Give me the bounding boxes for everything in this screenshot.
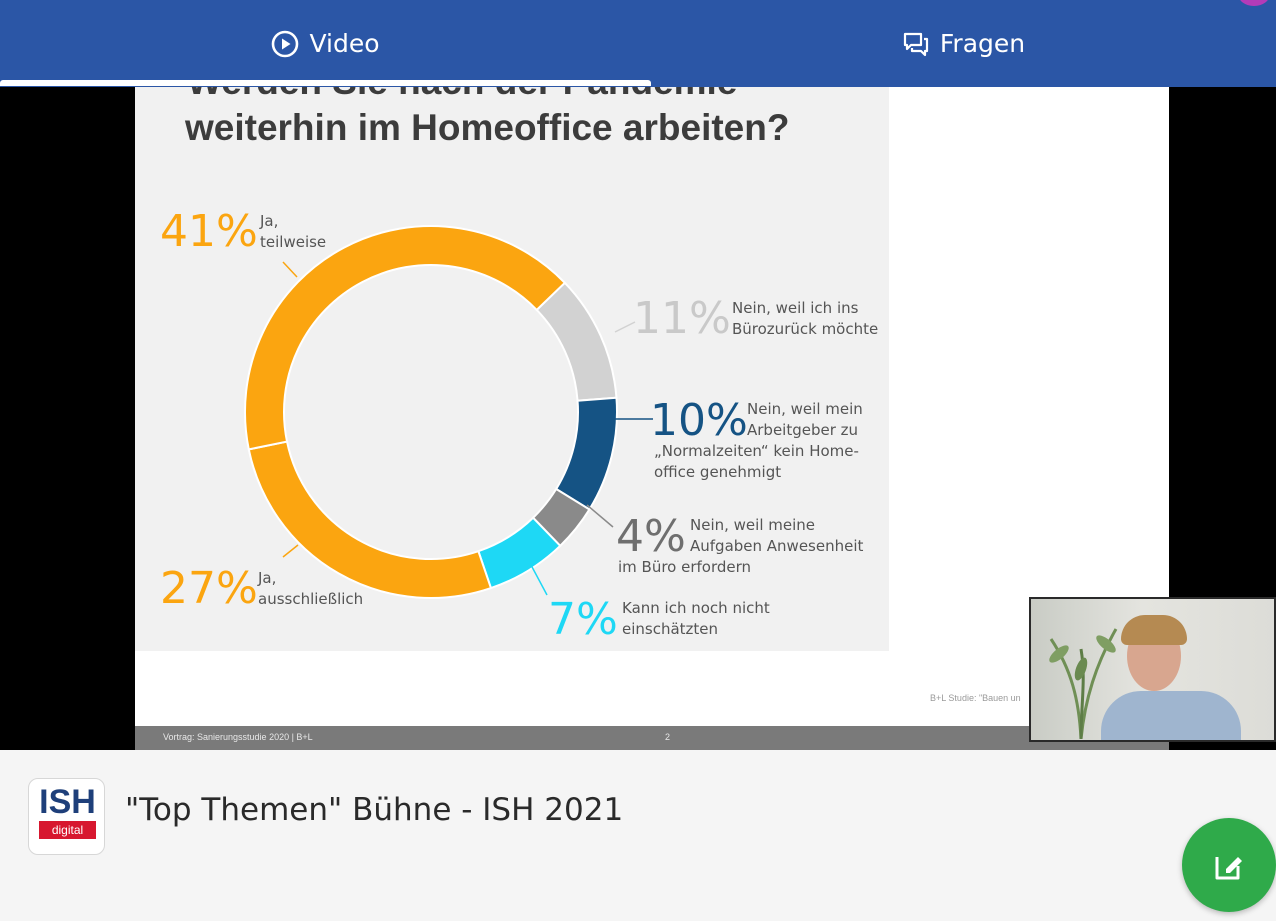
- slice-label-ja-ausschliesslich: Ja, ausschließlich: [258, 569, 364, 608]
- slice-value-buero-zurueck: 11%: [633, 293, 731, 344]
- slice-label-arbeitgeber: Nein, weil mein Arbeitgeber zu „Normalze…: [654, 400, 863, 481]
- donut-slice-0: [244, 225, 567, 451]
- logo-digital-badge: digital: [39, 821, 96, 839]
- slide-title-line-2: weiterhin im Homeoffice arbeiten?: [185, 107, 790, 148]
- slice-value-einschaetzen: 7%: [548, 594, 618, 645]
- slide-source-note: B+L Studie: "Bauen un: [930, 693, 1021, 703]
- slice-label-anwesenheit: Nein, weil meine Aufgaben Anwesenheit im…: [618, 516, 864, 576]
- slice-value-ja-ausschliesslich: 27%: [160, 563, 258, 614]
- leader-line-1: [614, 321, 636, 333]
- slide-content-panel: Werden Sie nach der Pandemie weiterhin i…: [135, 87, 889, 651]
- slice-label-ja-teilweise: Ja, teilweise: [260, 212, 327, 251]
- slice-label-buero-zurueck: Nein, weil ich ins Bürozurück möchte: [732, 299, 879, 338]
- leader-line-3: [586, 504, 614, 528]
- event-title: "Top Themen" Bühne - ISH 2021: [125, 792, 624, 828]
- ish-digital-logo: ISH digital: [28, 778, 105, 855]
- slide-title-line-1: Werden Sie nach der Pandemie: [187, 87, 737, 103]
- slice-value-arbeitgeber: 10%: [650, 395, 748, 446]
- presentation-slide: Werden Sie nach der Pandemie weiterhin i…: [135, 87, 1169, 750]
- chat-bubbles-icon: [903, 32, 928, 56]
- play-circle-icon: [272, 30, 299, 57]
- user-avatar[interactable]: [1238, 0, 1270, 6]
- slice-value-ja-teilweise: 41%: [160, 206, 258, 257]
- slide-page-number: 2: [665, 732, 671, 742]
- event-info-bar: ISH digital "Top Themen" Bühne - ISH 202…: [0, 750, 1276, 921]
- tab-video-label: Video: [309, 29, 380, 58]
- slide-footer: Vortrag: Sanierungsstudie 2020 | B+L 2: [135, 726, 1169, 750]
- slide-footer-text: Vortrag: Sanierungsstudie 2020 | B+L: [163, 732, 313, 742]
- plant-image: [1049, 628, 1118, 739]
- active-tab-indicator: [0, 80, 651, 86]
- donut-slice-1: [535, 281, 618, 402]
- leader-line-5: [282, 544, 299, 558]
- leader-line-4: [530, 564, 548, 596]
- edit-note-button[interactable]: [1182, 818, 1276, 912]
- edit-note-icon: [1215, 857, 1242, 880]
- donut-slice-2: [554, 396, 618, 511]
- slice-value-anwesenheit: 4%: [616, 511, 686, 562]
- slice-label-einschaetzen: Kann ich noch nicht einschätzten: [622, 599, 770, 638]
- speaker-body: [1101, 691, 1241, 740]
- donut-chart: [244, 225, 653, 599]
- leader-line-0: [282, 261, 298, 278]
- tab-fragen-label: Fragen: [939, 29, 1026, 58]
- tab-video[interactable]: Video: [0, 0, 651, 87]
- speaker-hair: [1121, 615, 1187, 645]
- logo-ish-text: ISH: [39, 783, 96, 821]
- tab-fragen[interactable]: Fragen: [651, 0, 1276, 87]
- tab-bar: Video Fragen: [0, 0, 1276, 87]
- speaker-webcam[interactable]: [1029, 597, 1276, 742]
